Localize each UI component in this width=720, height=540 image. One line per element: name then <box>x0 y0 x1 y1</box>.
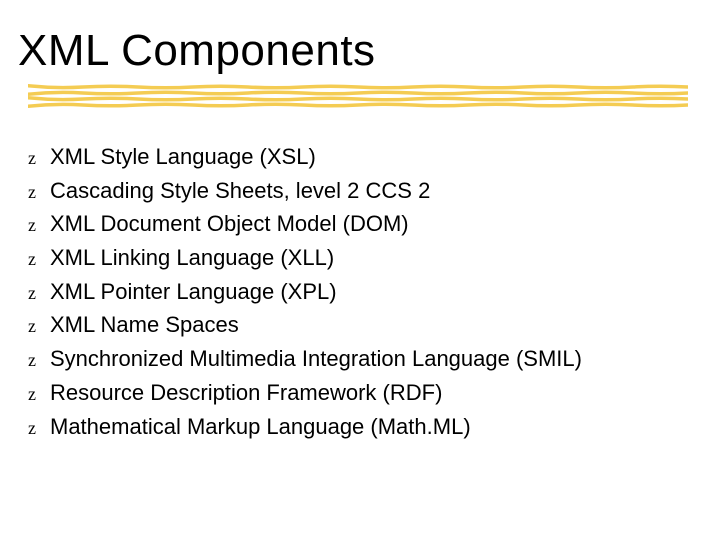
list-item: z XML Linking Language (XLL) <box>28 243 688 273</box>
bullet-list: z XML Style Language (XSL) z Cascading S… <box>28 142 688 445</box>
list-item-label: XML Style Language (XSL) <box>50 142 688 172</box>
slide-title: XML Components <box>18 28 698 74</box>
list-item-label: Resource Description Framework (RDF) <box>50 378 688 408</box>
list-item-label: XML Linking Language (XLL) <box>50 243 688 273</box>
list-item-label: Mathematical Markup Language (Math.ML) <box>50 412 688 442</box>
list-item-label: Synchronized Multimedia Integration Lang… <box>50 344 688 374</box>
list-item-label: XML Document Object Model (DOM) <box>50 209 688 239</box>
bullet-icon: z <box>28 382 50 406</box>
bullet-icon: z <box>28 281 50 305</box>
bullet-icon: z <box>28 146 50 170</box>
list-item: z Resource Description Framework (RDF) <box>28 378 688 408</box>
list-item-label: XML Pointer Language (XPL) <box>50 277 688 307</box>
list-item: z Mathematical Markup Language (Math.ML) <box>28 412 688 442</box>
list-item: z Synchronized Multimedia Integration La… <box>28 344 688 374</box>
bullet-icon: z <box>28 314 50 338</box>
slide: XML Components z XML Style Language (XSL… <box>0 0 720 540</box>
list-item: z XML Style Language (XSL) <box>28 142 688 172</box>
list-item: z XML Document Object Model (DOM) <box>28 209 688 239</box>
list-item: z XML Pointer Language (XPL) <box>28 277 688 307</box>
bullet-icon: z <box>28 348 50 372</box>
list-item: z Cascading Style Sheets, level 2 CCS 2 <box>28 176 688 206</box>
bullet-icon: z <box>28 213 50 237</box>
title-underline <box>28 84 688 112</box>
title-wrap: XML Components <box>18 28 698 74</box>
bullet-icon: z <box>28 247 50 271</box>
bullet-icon: z <box>28 180 50 204</box>
list-item-label: Cascading Style Sheets, level 2 CCS 2 <box>50 176 688 206</box>
underline-svg <box>28 84 688 112</box>
list-item: z XML Name Spaces <box>28 310 688 340</box>
list-item-label: XML Name Spaces <box>50 310 688 340</box>
bullet-icon: z <box>28 416 50 440</box>
